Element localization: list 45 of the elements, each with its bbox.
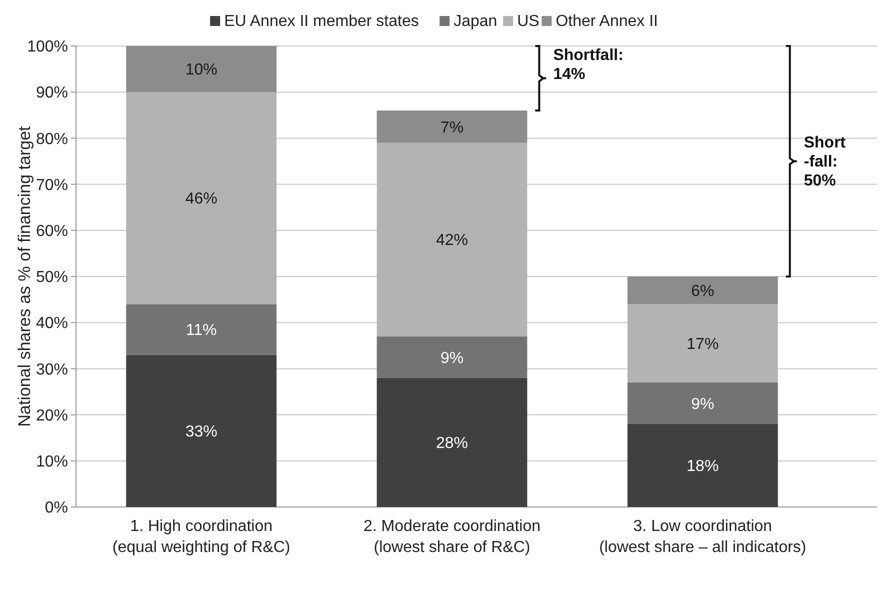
data-label: 33% — [185, 424, 218, 441]
data-label: 11% — [186, 322, 217, 340]
data-label: 9% — [440, 350, 464, 367]
bar — [126, 92, 277, 304]
bar — [126, 46, 277, 92]
bar — [627, 424, 778, 507]
data-label: 46% — [185, 190, 218, 208]
data-label: 10% — [185, 62, 218, 79]
y-tick-label: 10% — [36, 454, 68, 470]
x-tick-label: 3. Low coordination (lowest share – all indicators) — [599, 518, 806, 556]
data-label: 9% — [691, 396, 714, 413]
y-tick-label: 60% — [36, 223, 68, 240]
data-label: 6% — [691, 282, 714, 300]
bar — [376, 378, 528, 507]
data-label: 18% — [686, 458, 719, 476]
bar — [376, 110, 528, 143]
annotation: Short -fall: 50% — [804, 134, 846, 190]
data-label: 42% — [436, 232, 468, 250]
y-tick-label: 50% — [36, 269, 68, 286]
data-label: 7% — [440, 119, 464, 136]
bar — [627, 276, 778, 304]
y-tick-label: 80% — [36, 130, 68, 148]
bar — [126, 354, 277, 507]
bar — [376, 336, 528, 378]
y-tick-label: 20% — [36, 407, 68, 424]
data-label: 17% — [686, 336, 719, 353]
y-tick-label: 40% — [36, 315, 68, 332]
y-axis-title: National shares as % of financing target — [15, 126, 34, 427]
bar — [376, 142, 528, 336]
y-tick-label: 70% — [36, 176, 68, 194]
x-tick-label: 2. Moderate coordination (lowest share of R&C) — [364, 518, 540, 556]
legend-label: EU Annex II member states — [224, 13, 419, 30]
bar — [627, 304, 778, 383]
x-tick-label: 1. High coordination (equal weighting of R&C) — [112, 518, 290, 556]
y-tick-label: 30% — [36, 361, 68, 378]
bar — [126, 304, 277, 355]
data-label: 28% — [436, 435, 468, 452]
y-tick-label: 90% — [36, 84, 68, 102]
y-tick-label: 0% — [44, 500, 68, 517]
bar — [627, 382, 778, 424]
y-tick-label: 100% — [27, 38, 68, 56]
legend-label: Other Annex II — [556, 13, 658, 30]
legend-label: US — [517, 13, 540, 30]
legend-label: Japan — [454, 13, 498, 30]
annotation: Shortfall: 14% — [553, 47, 624, 83]
